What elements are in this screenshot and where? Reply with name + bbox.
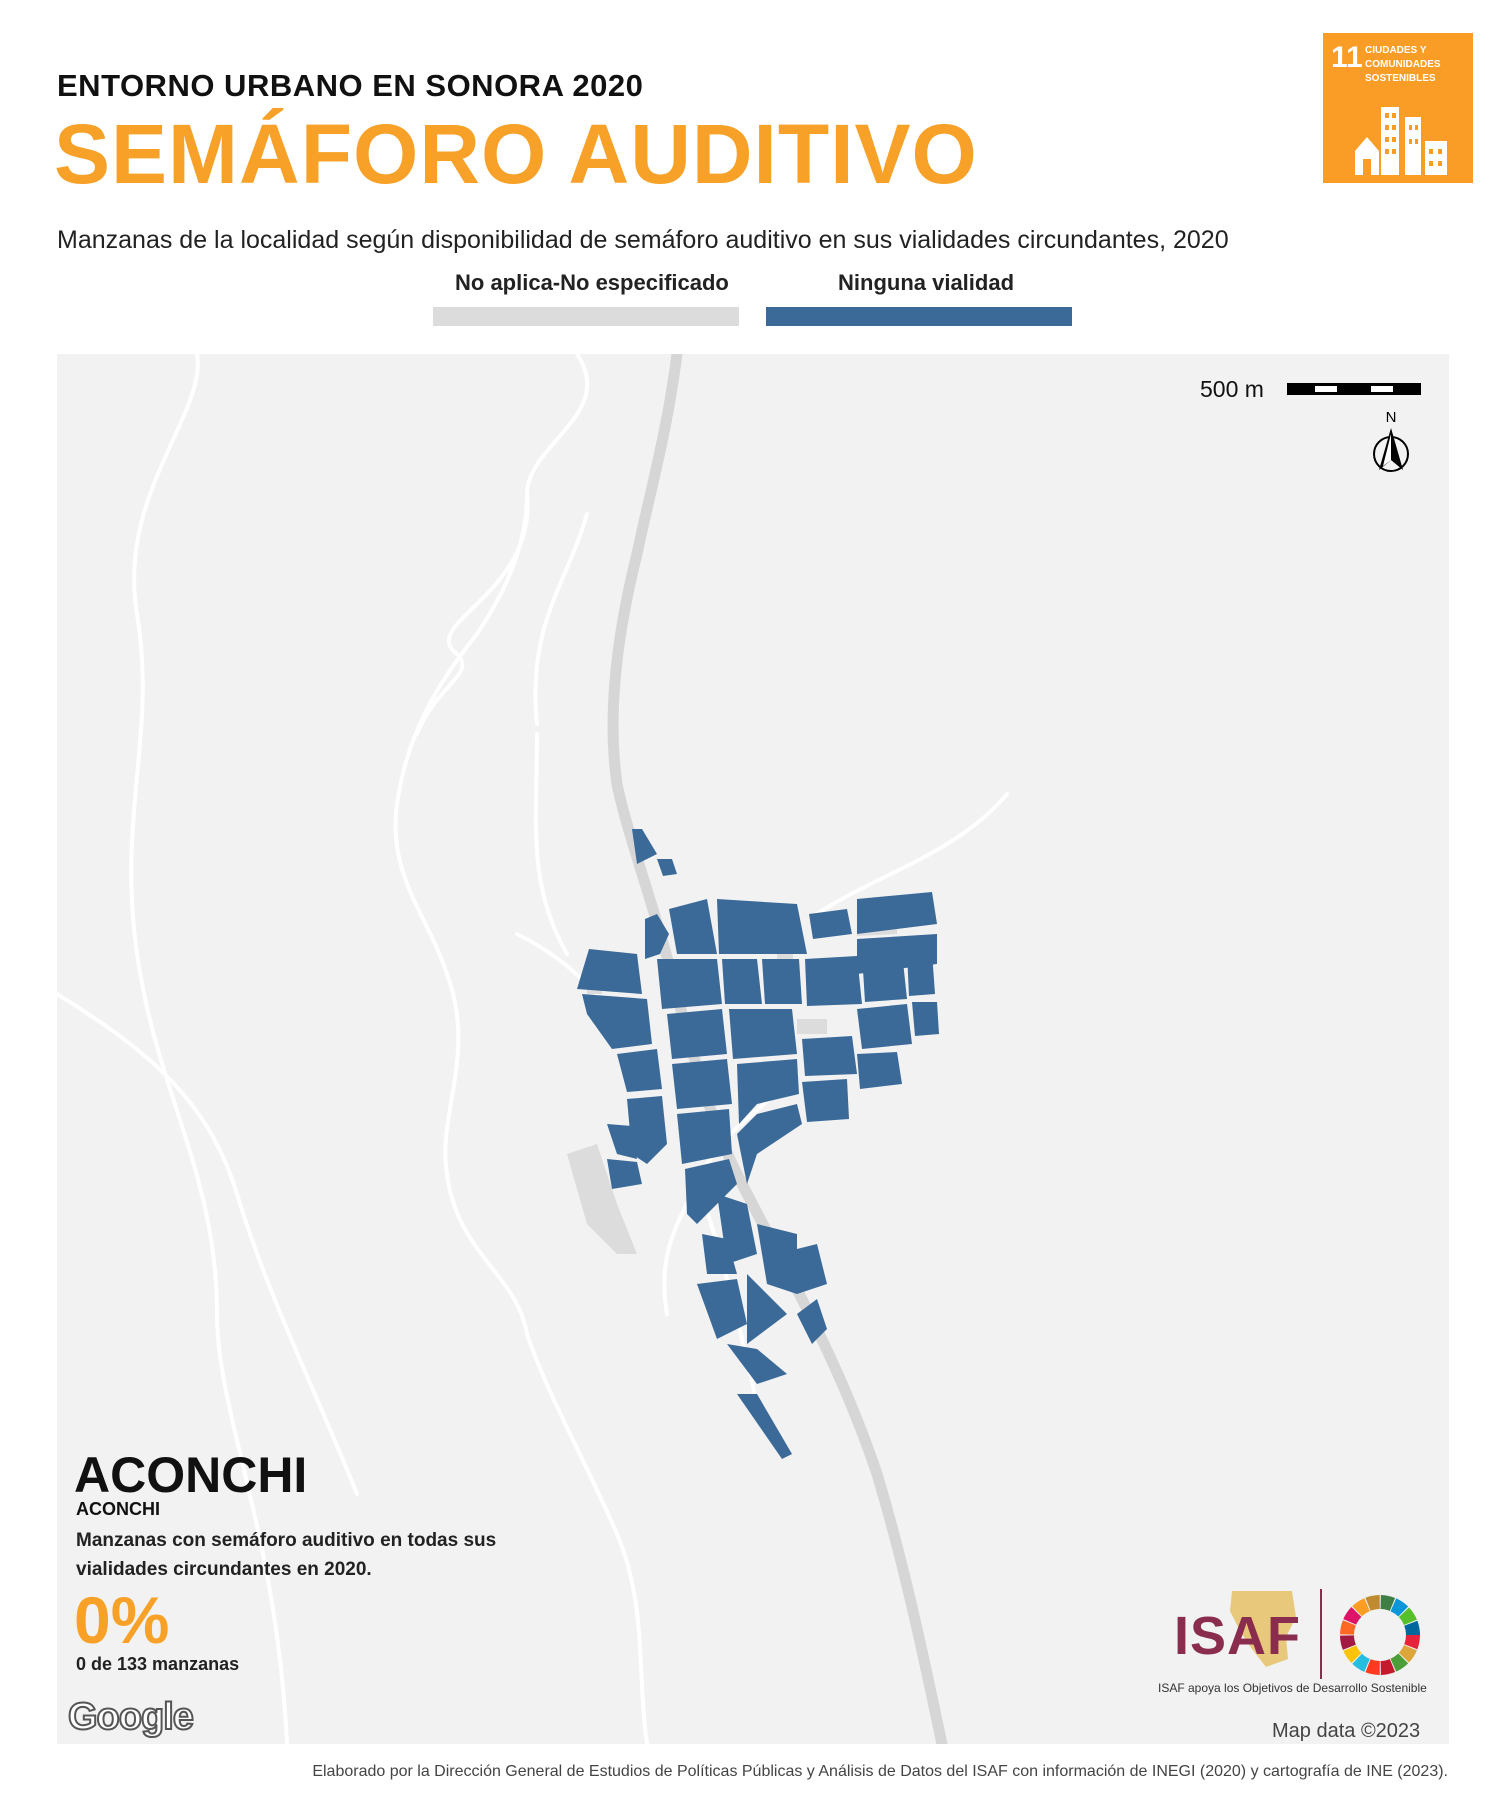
kicker-title: ENTORNO URBANO EN SONORA 2020	[57, 68, 644, 103]
percent-value: 0%	[74, 1583, 170, 1657]
place-locality: ACONCHI	[76, 1499, 160, 1519]
road-north-branch-2	[533, 732, 569, 956]
legend-swatch-ninguna	[766, 307, 1072, 326]
highway	[607, 354, 948, 1744]
place-municipality: ACONCHI	[74, 1447, 308, 1503]
ods-number: 11	[1331, 41, 1363, 74]
legend-label-no-aplica: No aplica-No especificado	[455, 270, 729, 295]
page-title: SEMÁFORO AUDITIVO	[54, 107, 978, 201]
isaf-logo-block: ISAF ISAF apoya los Objetivos de Desarro…	[1152, 1585, 1442, 1705]
legend-label-ninguna: Ninguna vialidad	[838, 270, 1015, 295]
road-west	[129, 354, 289, 1744]
subtitle: Manzanas de la localidad según disponibi…	[57, 226, 1229, 254]
scale-segment	[1315, 386, 1337, 392]
ods-label: CIUDADES Y COMUNIDADES SOSTENIBLES	[1365, 45, 1441, 84]
sdg-wheel-icon	[1340, 1595, 1420, 1675]
block-count: 0 de 133 manzanas	[76, 1654, 240, 1674]
isaf-caption: ISAF apoya los Objetivos de Desarrollo S…	[1158, 1681, 1427, 1695]
map-attribution: Map data ©2023	[1272, 1720, 1421, 1742]
north-label: N	[1386, 409, 1397, 426]
town-blocks	[577, 829, 939, 1459]
road-east-branch	[815, 792, 1009, 916]
road-north-branch	[533, 512, 589, 726]
place-description: Manzanas con semáforo auditivo en todas …	[76, 1530, 497, 1580]
map-svg	[57, 354, 1009, 1744]
scale-segment	[1371, 386, 1393, 392]
road-southwest	[57, 992, 359, 1496]
isaf-logo-text: ISAF	[1174, 1606, 1302, 1666]
google-logo: Google	[67, 1695, 195, 1739]
footer-credits: Elaborado por la Dirección General de Es…	[312, 1763, 1448, 1780]
map-canvas[interactable]	[57, 354, 1449, 1744]
ods-11-badge: 11 CIUDADES Y COMUNIDADES SOSTENIBLES	[1323, 33, 1473, 183]
river-branch	[415, 492, 530, 736]
city-buildings-icon	[1355, 107, 1447, 175]
north-arrow-icon: N	[1369, 408, 1413, 474]
scale-bar	[1287, 383, 1421, 395]
isaf-divider	[1320, 1589, 1322, 1679]
sonora-silhouette-icon	[1230, 1591, 1296, 1667]
legend-swatch-no-aplica	[433, 307, 739, 326]
scale-label: 500 m	[1200, 376, 1264, 402]
